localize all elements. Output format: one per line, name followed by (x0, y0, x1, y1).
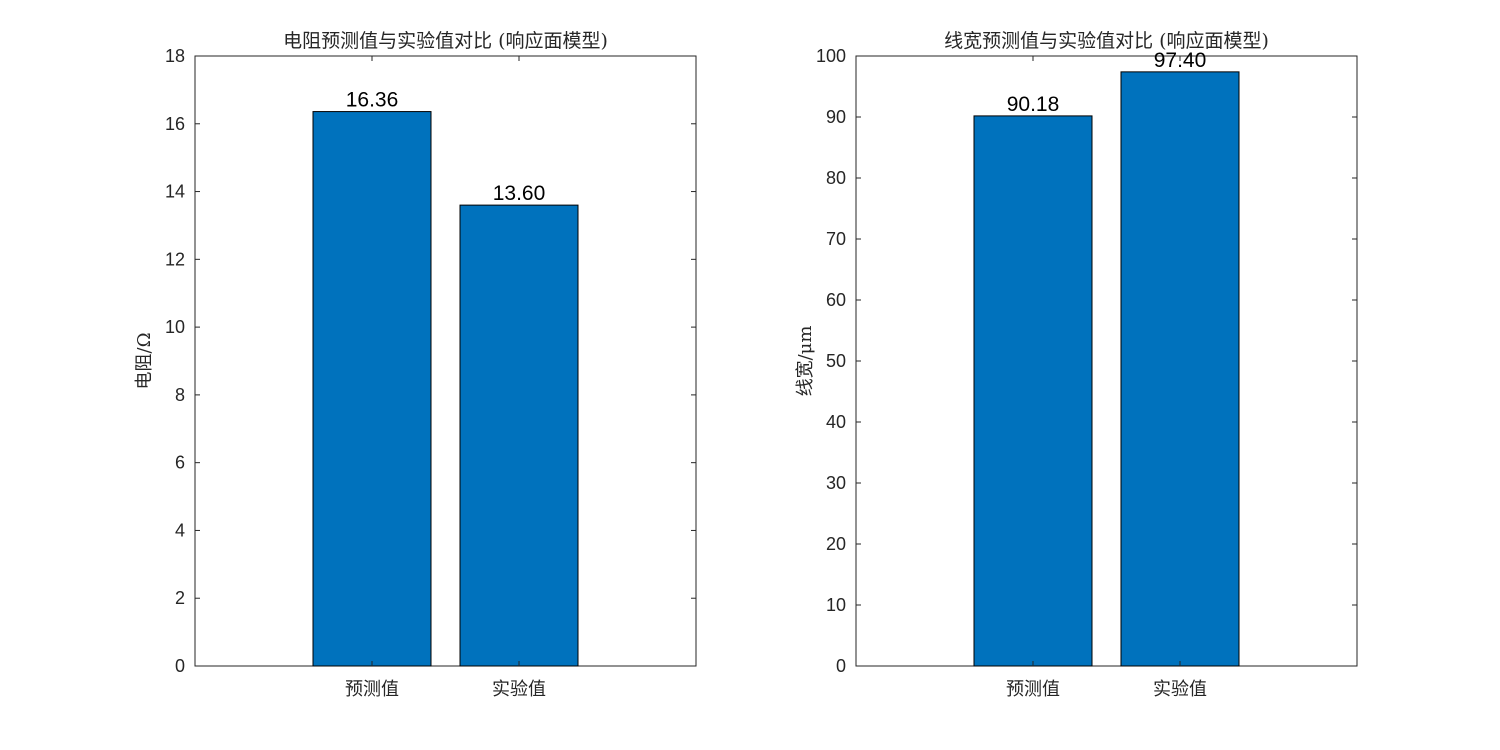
y-tick-label: 90 (826, 107, 846, 127)
chart-linewidth: 0102030405060708090100预测值90.18实验值97.40线宽… (795, 30, 1358, 700)
y-tick-label: 8 (175, 385, 185, 405)
plot-area (194, 55, 697, 667)
y-tick-label: 20 (826, 534, 846, 554)
data-label: 13.60 (493, 182, 546, 205)
chart-resistance: 0 2 4 6 8 10 12 14 16 18 预测值 16.36 实验值 13.60 电阻预测值与实验值… (134, 30, 697, 700)
category-label: 实验值 (492, 679, 546, 700)
y-tick-label: 16 (165, 114, 185, 134)
y-tick-label: 40 (826, 412, 846, 432)
bar (973, 115, 1093, 667)
bar (1120, 71, 1240, 667)
y-tick-label: 70 (826, 229, 846, 249)
y-tick-label: 4 (175, 520, 185, 540)
y-tick-label: 50 (826, 351, 846, 371)
y-tick-label: 30 (826, 473, 846, 493)
data-label: 90.18 (1007, 93, 1060, 116)
y-tick-label: 0 (836, 656, 846, 676)
category-label: 预测值 (1006, 679, 1060, 700)
y-tick-label: 2 (175, 588, 185, 608)
category-label: 实验值 (1153, 679, 1207, 700)
y-tick-label: 60 (826, 290, 846, 310)
y-axis-label: 电阻/Ω (134, 333, 155, 390)
y-tick-label: 6 (175, 453, 185, 473)
y-tick-label: 0 (175, 656, 185, 676)
y-tick-label: 10 (826, 595, 846, 615)
y-tick-label: 80 (826, 168, 846, 188)
bar (459, 204, 579, 667)
chart-title: 线宽预测值与实验值对比 (响应面模型) (944, 30, 1269, 52)
bar (312, 111, 432, 667)
y-tick-label: 14 (165, 182, 185, 202)
chart-title: 电阻预测值与实验值对比 (响应面模型) (283, 30, 608, 52)
y-axis-label: 线宽/μm (795, 326, 816, 397)
y-tick-label: 18 (165, 46, 185, 66)
category-label: 预测值 (345, 679, 399, 700)
data-label: 97.40 (1154, 49, 1207, 72)
y-tick-label: 100 (816, 46, 846, 66)
y-tick-label: 10 (165, 317, 185, 337)
y-tick-label: 12 (165, 249, 185, 269)
data-label: 16.36 (346, 89, 399, 112)
plot-area (855, 55, 1358, 667)
